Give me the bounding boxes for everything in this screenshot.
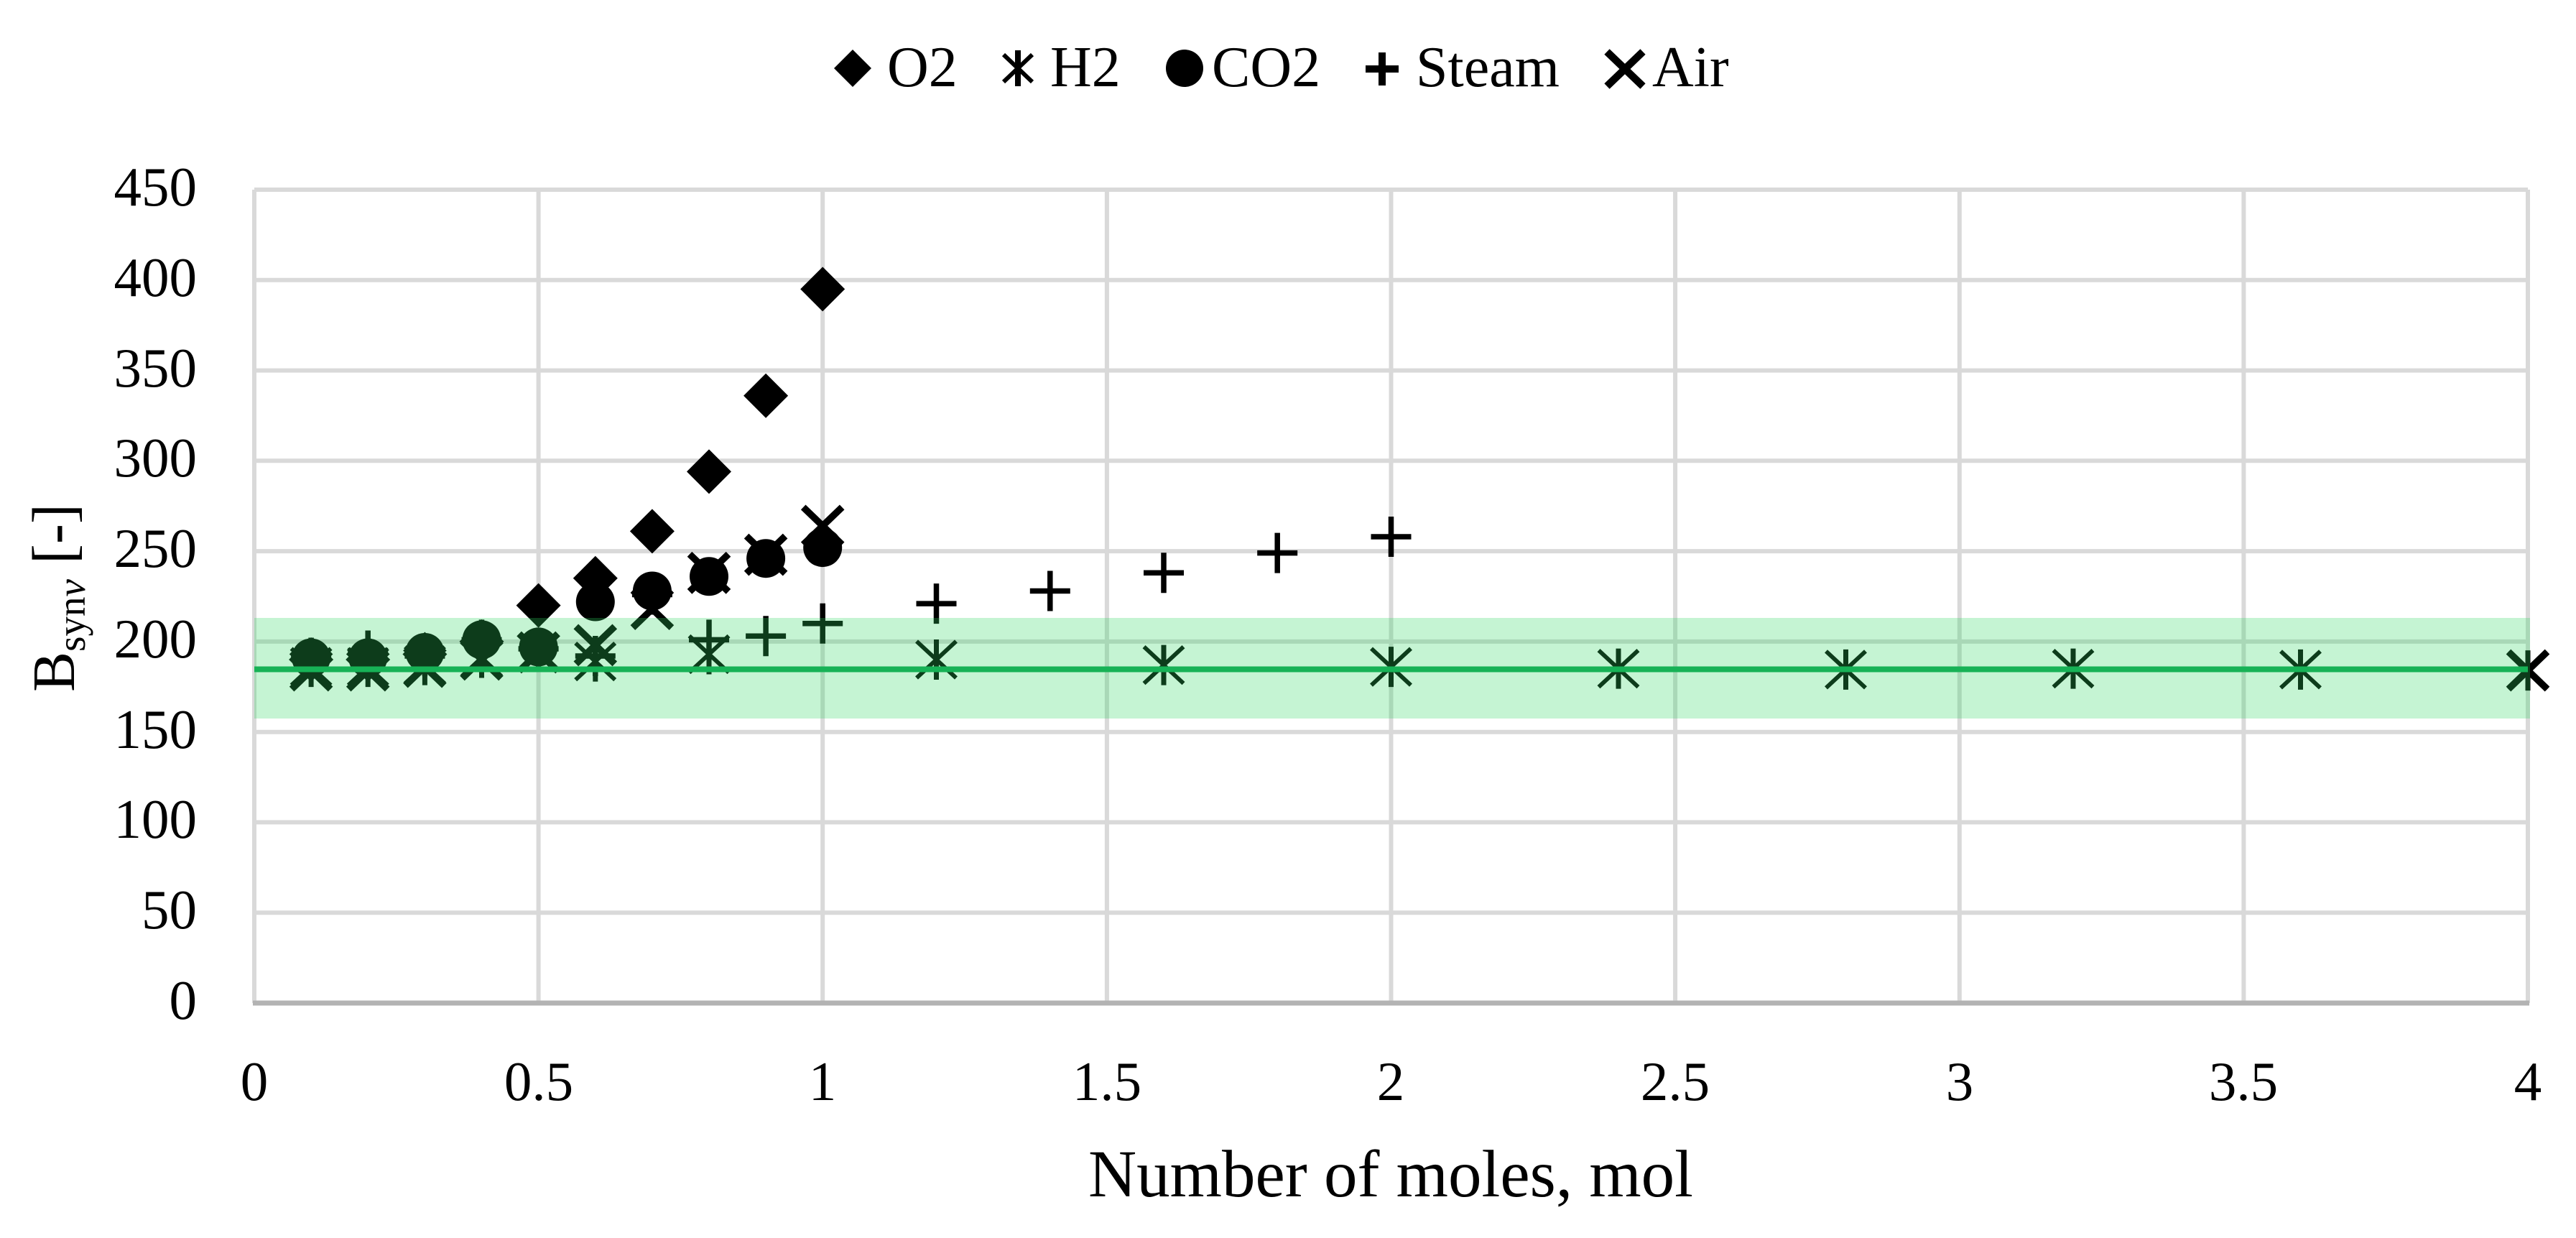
svg-text:Steam: Steam xyxy=(1416,36,1560,99)
svg-text:1: 1 xyxy=(809,1050,837,1112)
svg-text:1.5: 1.5 xyxy=(1072,1050,1141,1112)
svg-text:Number of moles, mol: Number of moles, mol xyxy=(1088,1137,1693,1211)
svg-text:CO2: CO2 xyxy=(1212,36,1320,99)
svg-text:250: 250 xyxy=(114,517,198,579)
svg-text:2: 2 xyxy=(1377,1050,1405,1112)
svg-text:300: 300 xyxy=(114,427,198,489)
svg-text:0: 0 xyxy=(241,1050,269,1112)
svg-text:O2: O2 xyxy=(887,36,958,99)
svg-text:Air: Air xyxy=(1652,36,1729,99)
svg-text:400: 400 xyxy=(114,246,198,308)
svg-text:150: 150 xyxy=(114,698,198,760)
svg-text:3.5: 3.5 xyxy=(2209,1050,2278,1112)
svg-text:50: 50 xyxy=(142,879,197,941)
svg-text:0.5: 0.5 xyxy=(504,1050,573,1112)
svg-text:0: 0 xyxy=(170,969,198,1031)
svg-text:2.5: 2.5 xyxy=(1641,1050,1710,1112)
svg-text:350: 350 xyxy=(114,337,198,399)
svg-text:200: 200 xyxy=(114,608,198,670)
svg-text:H2: H2 xyxy=(1050,36,1121,99)
svg-text:3: 3 xyxy=(1946,1050,1974,1112)
svg-text:100: 100 xyxy=(114,788,198,850)
svg-text:450: 450 xyxy=(114,156,198,218)
svg-text:Bsynν [-]: Bsynν [-] xyxy=(21,504,93,692)
svg-text:4: 4 xyxy=(2514,1050,2542,1112)
